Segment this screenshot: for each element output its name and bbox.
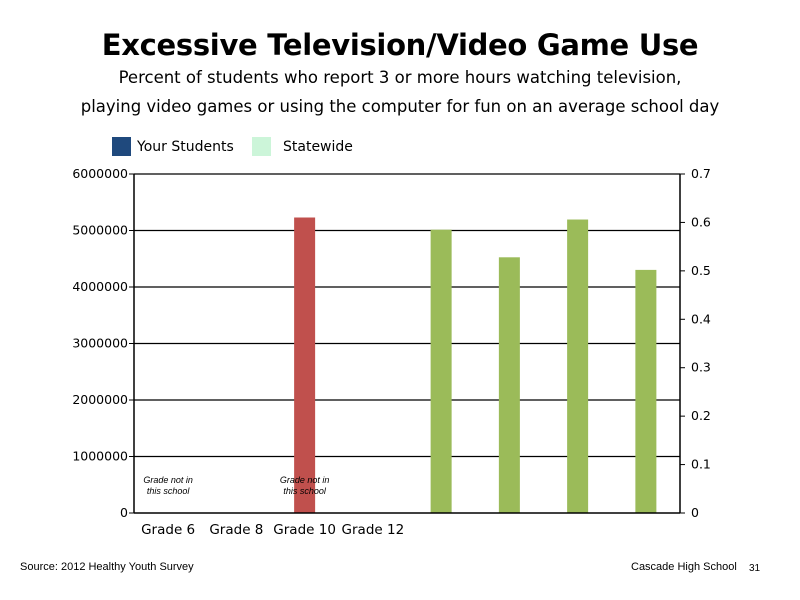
left-axis-tick-label: 0: [120, 505, 128, 520]
left-axis-tick-label: 4000000: [72, 279, 128, 294]
x-axis-category-label: Grade 10: [273, 522, 336, 538]
right-axis-tick-label: 0.6: [691, 214, 711, 229]
right-axis-tick-label: 0.5: [691, 263, 711, 278]
bar: [498, 257, 520, 513]
x-axis-category-label: Grade 12: [342, 522, 405, 538]
bar-annotation: this school: [283, 486, 327, 496]
legend-swatch-statewide: [252, 137, 271, 156]
right-axis-tick-label: 0.4: [691, 311, 711, 326]
right-axis-tick-label: 0.7: [691, 166, 711, 181]
legend-label-your-students: Your Students: [137, 138, 234, 155]
page-number: 31: [749, 563, 761, 574]
left-axis-tick-label: 3000000: [72, 336, 128, 351]
legend-label-statewide: Statewide: [283, 138, 353, 155]
chart-subtitle-line-2: playing video games or using the compute…: [80, 97, 720, 116]
bar-annotation: Grade not in: [143, 475, 193, 485]
school-name: Cascade High School: [631, 561, 737, 573]
legend-item-your-students: Your Students: [112, 137, 234, 156]
source-note: Source: 2012 Healthy Youth Survey: [20, 561, 194, 573]
bar: [430, 229, 452, 513]
right-axis-tick-label: 0.1: [691, 457, 711, 472]
right-axis-tick-label: 0.2: [691, 408, 711, 423]
chart-subtitle-line-1: Percent of students who report 3 or more…: [118, 68, 682, 87]
right-axis-tick-label: 0: [691, 505, 699, 520]
legend-item-statewide: Statewide: [252, 137, 353, 156]
x-axis-category-label: Grade 8: [209, 522, 263, 538]
left-axis-tick-label: 6000000: [72, 166, 128, 181]
bar: [635, 269, 657, 513]
bar: [294, 217, 316, 513]
x-axis-category-label: Grade 6: [141, 522, 195, 538]
bar-annotation: Grade not in: [280, 475, 330, 485]
right-axis-tick-label: 0.3: [691, 360, 711, 375]
chart-title: Excessive Television/Video Game Use: [101, 28, 699, 62]
legend-swatch-your-students: [112, 137, 131, 156]
left-axis-tick-label: 1000000: [72, 449, 128, 464]
left-axis-tick-label: 2000000: [72, 392, 128, 407]
left-axis-tick-label: 5000000: [72, 223, 128, 238]
bar: [567, 219, 589, 513]
bar-annotation: this school: [147, 486, 191, 496]
